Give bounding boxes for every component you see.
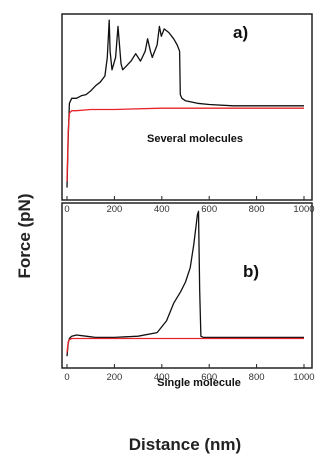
x-tick-label: 600 — [201, 372, 217, 383]
panel-annotation: Single molecule — [157, 377, 241, 389]
plot-frame — [61, 13, 313, 201]
x-tick-label: 800 — [249, 204, 265, 215]
x-tick-label: 200 — [106, 204, 122, 215]
panel-label: a) — [233, 23, 248, 42]
panel-annotation: Several molecules — [147, 133, 243, 145]
panel-a: 0 200 400 600 800 1000 a) Several molecules — [61, 13, 315, 215]
approach-curve — [66, 337, 304, 353]
chart-panels: 0 200 400 600 800 1000 a) Several molecules 0 200… — [61, 13, 315, 389]
x-tick-label: 1000 — [293, 204, 314, 215]
x-tick-label: 0 — [64, 372, 69, 383]
x-tick-label: 0 — [64, 204, 69, 215]
plot-frame — [61, 202, 313, 369]
x-tick-label: 600 — [201, 204, 217, 215]
x-tick-label: 800 — [249, 372, 265, 383]
y-axis-label: Force (pN) — [15, 194, 34, 279]
panel-b: 0 200 400 600 800 1000 b) Single molecule — [61, 202, 315, 389]
x-tick-label: 400 — [154, 204, 170, 215]
panel-label: b) — [243, 262, 259, 281]
x-tick-label: 1000 — [293, 372, 314, 383]
retract-curve — [66, 210, 304, 357]
x-tick-label: 200 — [106, 372, 122, 383]
retract-curve — [66, 19, 304, 188]
x-tick-label: 400 — [154, 372, 170, 383]
x-axis-label: Distance (nm) — [129, 435, 241, 454]
approach-curve — [66, 107, 304, 182]
